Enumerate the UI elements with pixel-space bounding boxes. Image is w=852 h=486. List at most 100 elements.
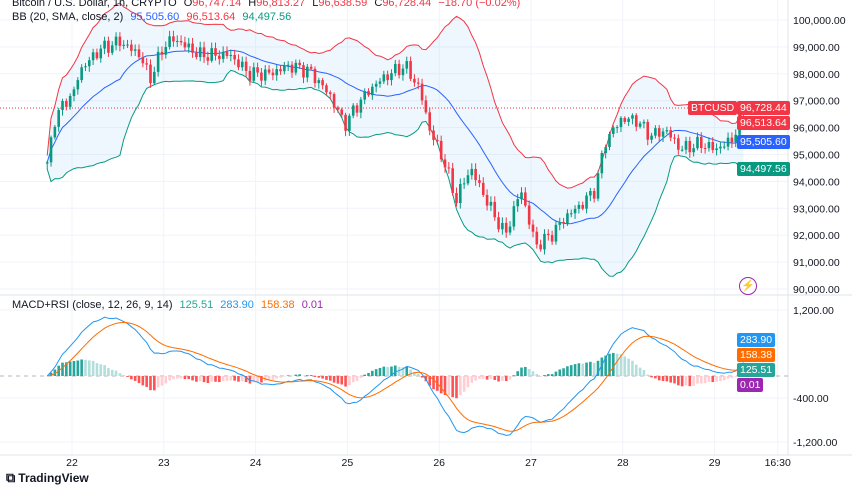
candle	[57, 110, 60, 127]
candle	[616, 127, 619, 128]
macd-histogram-bar	[379, 368, 382, 376]
macd-histogram-bar	[111, 370, 114, 376]
candle	[302, 65, 305, 77]
change-value: −18.70 (−0.02%)	[438, 0, 520, 9]
price-tick-label: 96,000.00	[793, 123, 840, 135]
macd-histogram-bar	[536, 374, 539, 376]
macd-name: MACD+RSI (close, 12, 26, 9, 14)	[12, 299, 172, 311]
macd-legend[interactable]: MACD+RSI (close, 12, 26, 9, 14) 125.51 2…	[12, 299, 327, 312]
candle	[138, 49, 141, 57]
macd-histogram-bar	[643, 370, 646, 376]
tradingview-icon: ⧉	[6, 470, 15, 486]
candle	[631, 115, 634, 118]
candle	[482, 183, 485, 195]
macd-histogram-bar	[84, 360, 87, 376]
macd-tick-label: -400.00	[793, 393, 829, 405]
price-tick-label: 97,000.00	[793, 96, 840, 108]
candle	[409, 61, 412, 79]
macd-histogram-bar	[180, 376, 183, 378]
open-label: O	[184, 0, 193, 9]
macd-histogram-bar	[272, 376, 275, 380]
candle	[50, 137, 53, 162]
macd-histogram-bar	[218, 376, 221, 382]
candle	[333, 94, 336, 107]
candle	[249, 71, 252, 81]
candle	[329, 92, 332, 94]
candle	[505, 223, 508, 233]
candle	[245, 62, 248, 71]
macd-histogram-bar	[61, 363, 64, 376]
candle	[474, 169, 477, 180]
candle	[126, 45, 129, 46]
macd-histogram-bar	[375, 369, 378, 376]
candle	[252, 67, 255, 80]
time-tick-label: 27	[525, 457, 537, 469]
macd-histogram-bar	[532, 371, 535, 376]
macd-histogram-bar	[96, 363, 99, 376]
open-value: 96,747.14	[192, 0, 241, 9]
candle	[115, 37, 118, 46]
candle	[608, 134, 611, 147]
lightning-icon[interactable]: ⚡	[739, 277, 757, 295]
candle	[360, 100, 363, 113]
candle	[348, 116, 351, 131]
macd-histogram-bar	[233, 376, 236, 381]
price-tick-label: 98,000.00	[793, 69, 840, 81]
candle	[172, 36, 175, 41]
macd-histogram-bar	[555, 372, 558, 376]
candle	[325, 85, 328, 92]
macd-histogram-bar	[692, 376, 695, 386]
macd-histogram-bar	[187, 376, 190, 379]
macd-histogram-bar	[635, 365, 638, 376]
candle	[612, 128, 615, 134]
candle	[210, 48, 213, 61]
macd-histogram-bar	[107, 368, 110, 376]
price-tick-label: 93,000.00	[793, 203, 840, 215]
macd-histogram-bar	[627, 359, 630, 376]
macd-histogram-bar	[486, 376, 489, 380]
candle	[69, 96, 72, 107]
tradingview-logo[interactable]: ⧉ TradingView	[6, 470, 89, 486]
price-tick-label: 99,000.00	[793, 42, 840, 54]
macd-tick-label: -1,200.00	[793, 437, 838, 449]
macd-histogram-bar	[275, 376, 278, 378]
macd-histogram-bar	[348, 376, 351, 385]
price-tick-label: 95,000.00	[793, 150, 840, 162]
time-tick-label: 22	[66, 457, 78, 469]
candle	[486, 195, 489, 206]
candle	[122, 45, 125, 46]
time-tick-label: 28	[617, 457, 629, 469]
macd-histogram-bar	[122, 375, 125, 376]
bb-legend[interactable]: BB (20, SMA, close, 2) 95,505.60 96,513.…	[12, 11, 295, 24]
candle	[727, 138, 730, 147]
candle	[306, 67, 309, 78]
macd-histogram-bar	[333, 376, 336, 383]
candle	[233, 55, 236, 59]
candle	[405, 61, 408, 69]
macd-histogram-bar	[562, 368, 565, 376]
macd-histogram-bar	[509, 376, 512, 380]
candle	[513, 206, 516, 226]
symbol-title: Bitcoin / U.S. Dollar, 1h, CRYPTO	[12, 0, 177, 9]
macd-histogram-bar	[383, 367, 386, 376]
candle	[432, 131, 435, 140]
macd-histogram-bar	[578, 363, 581, 376]
macd-histogram-bar	[149, 376, 152, 390]
bb-upper-tag: 96,513.64	[737, 116, 790, 130]
candle	[532, 225, 535, 232]
candle	[570, 213, 573, 214]
candle	[241, 62, 244, 68]
macd-histogram-bar	[73, 361, 76, 376]
macd-histogram-bar	[463, 376, 466, 392]
bb-name: BB (20, SMA, close, 2)	[12, 11, 123, 23]
candle	[593, 191, 596, 199]
candle	[379, 81, 382, 83]
macd-histogram-bar	[455, 376, 458, 398]
candle	[375, 84, 378, 87]
macd-histogram-bar	[501, 376, 504, 381]
candle	[692, 148, 695, 152]
time-tick-label: 25	[342, 457, 354, 469]
candle	[436, 140, 439, 141]
macd-histogram-bar	[440, 376, 443, 393]
